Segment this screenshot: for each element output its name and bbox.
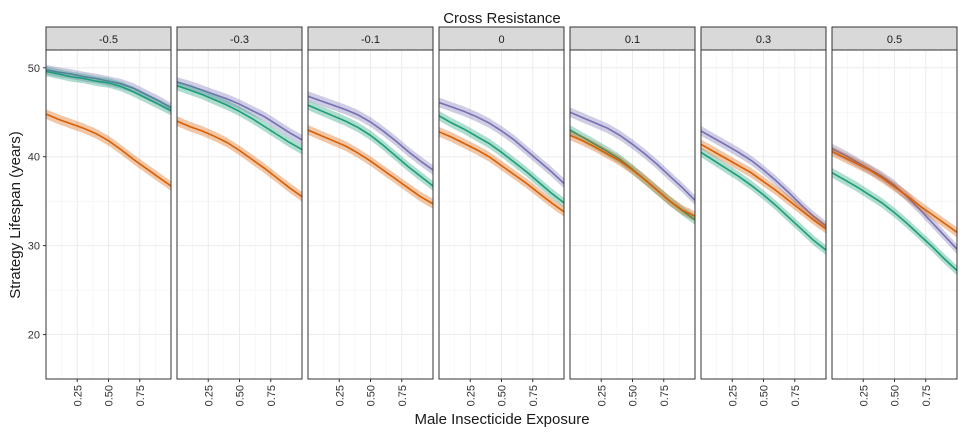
series-ribbon — [177, 80, 302, 155]
x-axis-title: Male Insecticide Exposure — [414, 411, 589, 428]
series-line — [307, 129, 434, 205]
x-tick-label: 0.25 — [596, 385, 608, 406]
series-line — [176, 84, 303, 151]
x-tick-label: 0.50 — [235, 385, 247, 406]
series-ribbon — [46, 64, 171, 113]
x-tick-label: 0.75 — [659, 385, 671, 406]
series-line — [176, 81, 303, 141]
series-ribbon — [308, 125, 433, 209]
facet-panel: 0 0.25 0.50 0.75 — [438, 26, 565, 406]
facet-panel: -0.1 0.25 0.50 0.75 — [307, 26, 434, 406]
x-tick-label: 0.50 — [890, 385, 902, 406]
x-tick-label: 0.25 — [203, 385, 215, 406]
facet-strip-label: 0.1 — [625, 34, 640, 46]
x-tick-label: 0.50 — [628, 385, 640, 406]
facet-panel: 0.5 0.25 0.50 0.75 — [831, 26, 958, 406]
y-tick-label: 40 — [28, 152, 40, 164]
x-tick-label: 0.25 — [334, 385, 346, 406]
series-line — [700, 143, 827, 230]
series-line — [700, 130, 827, 227]
series-line — [438, 101, 565, 184]
series-line — [831, 147, 958, 250]
x-tick-label: 0.75 — [528, 385, 540, 406]
series-line — [831, 150, 958, 233]
series-ribbon — [701, 147, 826, 255]
series-ribbon — [46, 66, 171, 116]
x-tick-label: 0.25 — [858, 385, 870, 406]
x-tick-label: 0.50 — [366, 385, 378, 406]
series-ribbon — [308, 100, 433, 191]
facet-strip-label: -0.1 — [361, 34, 380, 46]
series-ribbon — [832, 167, 957, 276]
x-tick-label: 0.50 — [759, 385, 771, 406]
y-tick-label: 20 — [28, 330, 40, 342]
series-ribbon — [439, 126, 564, 217]
series-ribbon — [177, 77, 302, 145]
facet-strip-label: 0.3 — [756, 34, 771, 46]
facet-strip-label: -0.5 — [99, 34, 118, 46]
y-axis-title: Strategy Lifespan (years) — [7, 131, 24, 299]
series-ribbon — [832, 146, 957, 238]
series-line — [569, 111, 696, 201]
y-tick-label: 50 — [28, 63, 40, 75]
facet-strip-label: 0 — [498, 34, 504, 46]
x-tick-label: 0.50 — [104, 385, 116, 406]
facet-panel: -0.3 0.25 0.50 0.75 — [176, 26, 303, 406]
facet-panels: -0.50.25 0.50 0.75-0.30.25 0.50 0.75-0.10.25… — [45, 26, 958, 406]
x-tick-label: 0.25 — [72, 385, 84, 406]
series-ribbon — [570, 130, 695, 222]
series-line — [45, 70, 172, 112]
x-tick-label: 0.25 — [465, 385, 477, 406]
facet-panel: -0.5 0.25 0.50 0.75 — [45, 26, 172, 406]
x-tick-label: 0.50 — [497, 385, 509, 406]
series-line — [569, 134, 696, 218]
series-ribbon — [439, 110, 564, 208]
series-ribbon — [177, 116, 302, 202]
facet-panel: 0.3 0.25 0.50 0.75 — [700, 26, 827, 406]
series-line — [831, 172, 958, 272]
series-ribbon — [701, 126, 826, 231]
x-tick-label: 0.25 — [727, 385, 739, 406]
series-ribbon — [308, 91, 433, 175]
series-ribbon — [46, 109, 171, 191]
x-tick-label: 0.75 — [397, 385, 409, 406]
facet-strip-label: -0.3 — [230, 34, 249, 46]
series-line — [307, 95, 434, 171]
series-line — [176, 120, 303, 198]
x-tick-label: 0.75 — [921, 385, 933, 406]
x-tick-label: 0.75 — [790, 385, 802, 406]
x-tick-label: 0.75 — [135, 385, 147, 406]
chart-title: Cross Resistance — [443, 10, 561, 27]
series-line — [307, 104, 434, 187]
y-axis: 20 30 40 50 — [28, 63, 46, 342]
series-line — [45, 68, 172, 109]
series-line — [700, 151, 827, 251]
series-line — [438, 115, 565, 204]
facet-strip-label: 0.5 — [887, 34, 902, 46]
x-tick-label: 0.75 — [266, 385, 278, 406]
y-tick-label: 30 — [28, 241, 40, 253]
series-line — [438, 131, 565, 213]
series-line — [45, 113, 172, 187]
facet-panel: 0.1 0.25 0.50 0.75 — [569, 26, 696, 406]
